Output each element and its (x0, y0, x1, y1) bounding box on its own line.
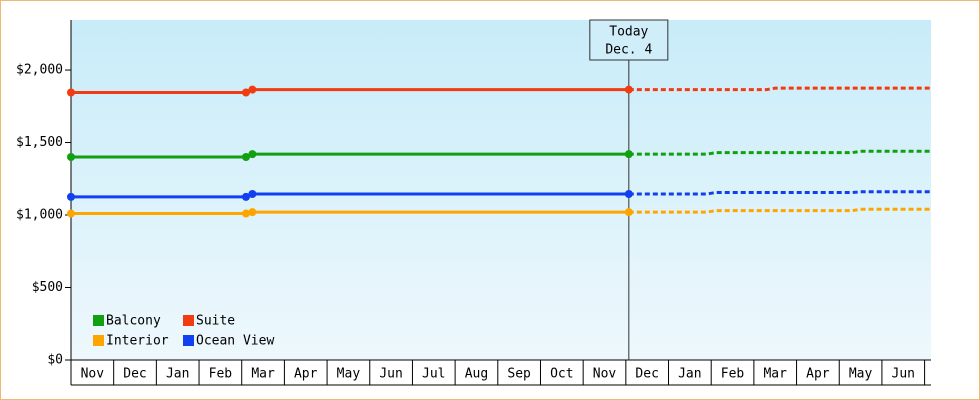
point (67, 209, 75, 218)
legend-label: Ocean View (196, 334, 274, 349)
legend-swatch (183, 335, 194, 346)
x-tick-label: Oct (550, 367, 573, 382)
point (241, 88, 250, 97)
x-tick-label: Dec (635, 367, 658, 382)
plot-area (71, 20, 931, 360)
point (67, 153, 75, 162)
forecast-line (628, 149, 931, 156)
point (248, 208, 257, 217)
y-tick-label: $2,000 (16, 63, 63, 78)
legend-label: Interior (106, 334, 169, 349)
forecast-line (628, 190, 931, 196)
legend-label: Balcony (106, 314, 161, 329)
x-tick-label: Feb (721, 367, 745, 382)
x-tick-label: May (849, 367, 873, 382)
y-tick-label: $0 (47, 353, 63, 368)
point (248, 150, 257, 159)
point (248, 189, 257, 198)
point (241, 209, 250, 218)
series-line (71, 210, 629, 216)
x-tick-label: Mar (251, 367, 275, 382)
x-tick-label: Jan (166, 367, 189, 382)
x-tick-label: Aug (465, 367, 488, 382)
y-tick-label: $1,500 (16, 135, 63, 150)
legend-swatch (93, 315, 104, 326)
x-tick-label: Dec (123, 367, 146, 382)
y-tick-label: $500 (32, 280, 63, 295)
today-label: Today (609, 25, 648, 40)
point (67, 192, 75, 201)
x-tick-label: Jun (892, 367, 915, 382)
legend-swatch (93, 335, 104, 346)
x-tick-label: Nov (593, 367, 617, 382)
x-tick-label: Jun (379, 367, 402, 382)
x-tick-label: Jul (422, 367, 445, 382)
legend-label: Suite (196, 314, 235, 329)
point (624, 85, 633, 94)
forecast-line (628, 86, 931, 92)
point (624, 189, 633, 198)
point (624, 150, 633, 159)
x-tick-label: May (337, 367, 361, 382)
point (241, 192, 250, 201)
forecast-line (628, 207, 931, 214)
x-tick-label: Sep (507, 367, 531, 382)
x-tick-label: Feb (209, 367, 233, 382)
x-tick-label: Mar (763, 367, 787, 382)
point (248, 85, 257, 94)
today-label: Dec. 4 (605, 43, 652, 58)
point (624, 208, 633, 217)
y-tick-label: $1,000 (16, 208, 63, 223)
x-tick-label: Apr (294, 367, 318, 382)
x-tick-label: Nov (81, 367, 105, 382)
legend-swatch (183, 315, 194, 326)
point (241, 153, 250, 162)
x-tick-label: Apr (806, 367, 830, 382)
today-box (589, 19, 669, 61)
x-tick-label: Jan (678, 367, 701, 382)
point (67, 88, 75, 97)
